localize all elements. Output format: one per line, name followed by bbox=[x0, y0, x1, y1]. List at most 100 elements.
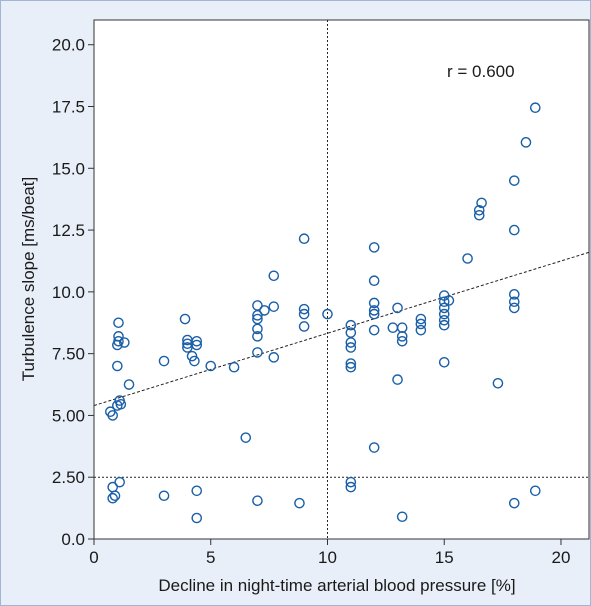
y-tick-label: 20.0 bbox=[52, 36, 85, 55]
data-point bbox=[438, 356, 450, 368]
reference-lines bbox=[94, 20, 589, 539]
data-point bbox=[508, 289, 520, 300]
data-point bbox=[529, 485, 541, 497]
data-points bbox=[105, 102, 541, 524]
data-point bbox=[520, 137, 532, 148]
y-tick-label: 12.5 bbox=[52, 221, 85, 240]
data-point bbox=[191, 512, 203, 524]
data-point bbox=[123, 379, 135, 390]
data-point bbox=[189, 355, 200, 367]
data-point bbox=[345, 342, 357, 353]
y-tick-label: 5.00 bbox=[52, 406, 85, 425]
y-axis: 0.0 2.50 5.00 7.50 10.0 12.5 15.0 17.5 20.0 bbox=[52, 36, 94, 549]
data-point bbox=[415, 318, 427, 330]
y-tick-label: 15.0 bbox=[52, 159, 85, 178]
data-point bbox=[396, 322, 408, 333]
data-point bbox=[508, 296, 520, 308]
data-point bbox=[112, 360, 123, 372]
y-tick-label: 0.0 bbox=[61, 530, 85, 549]
data-point bbox=[113, 331, 124, 342]
data-point bbox=[191, 335, 203, 347]
regression-line bbox=[93, 251, 590, 407]
data-point bbox=[368, 305, 380, 316]
plot-area bbox=[93, 19, 590, 540]
data-point bbox=[158, 490, 170, 502]
data-point bbox=[191, 485, 203, 497]
x-tick-label: 15 bbox=[435, 548, 454, 567]
data-point bbox=[345, 481, 357, 493]
x-tick-label: 5 bbox=[206, 548, 215, 567]
data-point bbox=[114, 476, 125, 488]
data-point bbox=[182, 342, 193, 353]
data-point bbox=[252, 331, 263, 342]
data-point bbox=[345, 319, 357, 331]
data-point bbox=[345, 327, 357, 338]
data-point bbox=[508, 302, 520, 314]
data-point bbox=[179, 313, 191, 325]
data-point bbox=[473, 204, 485, 216]
data-point bbox=[392, 302, 403, 314]
data-point bbox=[345, 361, 357, 373]
data-point bbox=[298, 321, 310, 332]
x-tick-label: 20 bbox=[552, 548, 571, 567]
data-point bbox=[438, 308, 450, 320]
data-point bbox=[508, 175, 520, 186]
data-point bbox=[191, 339, 203, 351]
y-tick-label: 7.50 bbox=[52, 345, 85, 364]
data-point bbox=[252, 300, 263, 311]
data-point bbox=[268, 352, 280, 363]
x-tick-label: 0 bbox=[89, 548, 98, 567]
data-point bbox=[473, 209, 485, 221]
data-point bbox=[345, 476, 357, 488]
data-point bbox=[438, 319, 450, 331]
regression-line-group bbox=[93, 251, 590, 407]
data-point bbox=[268, 270, 280, 282]
data-point bbox=[529, 102, 541, 114]
data-point bbox=[368, 242, 380, 253]
y-axis-label: Turbulence slope [ms/beat] bbox=[19, 177, 38, 381]
y-tick-label: 10.0 bbox=[52, 283, 85, 302]
data-point bbox=[259, 305, 270, 316]
data-point bbox=[252, 347, 263, 358]
data-point bbox=[298, 233, 310, 245]
data-point bbox=[396, 335, 408, 347]
data-point bbox=[240, 432, 252, 443]
data-point bbox=[109, 490, 121, 502]
data-point bbox=[396, 511, 408, 523]
data-point bbox=[492, 377, 504, 389]
data-point bbox=[508, 224, 520, 236]
data-point bbox=[298, 303, 310, 315]
data-point bbox=[345, 358, 357, 369]
data-point bbox=[368, 297, 380, 309]
data-point bbox=[462, 253, 473, 264]
data-point bbox=[113, 335, 124, 347]
data-point bbox=[268, 301, 280, 312]
data-point bbox=[438, 314, 450, 326]
y-tick-label: 2.50 bbox=[52, 468, 85, 487]
data-point bbox=[252, 313, 263, 325]
data-point bbox=[322, 308, 333, 320]
data-point bbox=[415, 324, 427, 336]
data-point bbox=[415, 313, 427, 325]
data-point bbox=[113, 317, 124, 329]
data-point bbox=[508, 497, 520, 509]
data-point bbox=[368, 442, 380, 453]
data-point bbox=[438, 296, 450, 308]
data-point bbox=[115, 399, 127, 410]
x-axis-label: Decline in night-time arterial blood pre… bbox=[158, 576, 515, 595]
data-point bbox=[368, 275, 380, 287]
data-point bbox=[119, 337, 130, 348]
correlation-annotation: r = 0.600 bbox=[447, 62, 515, 81]
data-point bbox=[294, 497, 305, 509]
data-point bbox=[158, 355, 170, 367]
data-point bbox=[368, 324, 380, 336]
data-point bbox=[368, 308, 380, 320]
data-point bbox=[186, 350, 198, 362]
y-tick-label: 17.5 bbox=[52, 98, 85, 117]
data-point bbox=[107, 410, 118, 421]
x-axis: 0 5 10 15 20 bbox=[89, 539, 570, 567]
data-point bbox=[392, 374, 403, 385]
data-point bbox=[252, 495, 263, 506]
